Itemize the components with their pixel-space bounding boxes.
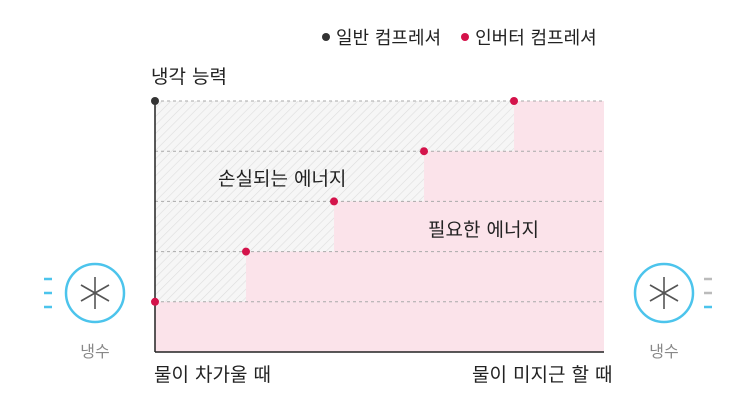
needed-energy-label: 필요한 에너지 — [428, 219, 539, 241]
legend-dot-general — [322, 33, 330, 41]
needed-energy-step — [246, 251, 604, 302]
needed-energy-area — [155, 101, 604, 352]
inverter-point — [510, 97, 518, 105]
data-points — [151, 97, 518, 306]
legend-label-general: 일반 컴프레셔 — [336, 28, 442, 49]
right-cooling-label: 냉수 — [649, 342, 679, 361]
snowflake-icon — [80, 277, 110, 309]
grid-lines — [155, 100, 604, 303]
legend-label-inverter: 인버터 컴프레셔 — [475, 28, 597, 49]
left-cooling-label: 냉수 — [80, 342, 110, 361]
inverter-point — [330, 197, 338, 206]
inverter-point — [151, 297, 159, 306]
needed-energy-step — [424, 151, 604, 202]
inverter-point — [420, 147, 428, 156]
legend-item-inverter: 인버터 컴프레셔 — [461, 24, 597, 50]
lost-energy-label: 손실되는 에너지 — [218, 168, 347, 190]
legend-item-general: 일반 컴프레셔 — [322, 24, 441, 50]
left-cooling-indicator — [44, 262, 126, 324]
needed-energy-step — [155, 301, 604, 352]
right-cooling-indicator — [633, 262, 712, 324]
inverter-point — [242, 247, 250, 256]
needed-energy-step — [514, 101, 604, 152]
needed-energy-step — [334, 201, 604, 252]
legend: 일반 컴프레셔 인버터 컴프레셔 — [322, 24, 597, 50]
y-axis-title: 냉각 능력 — [151, 66, 227, 88]
x-axis-end-label: 물이 미지근 할 때 — [472, 364, 613, 386]
general-point — [151, 97, 159, 105]
legend-dot-inverter — [461, 33, 470, 41]
x-axis-start-label: 물이 차가울 때 — [154, 364, 271, 386]
snowflake-icon — [649, 277, 679, 309]
